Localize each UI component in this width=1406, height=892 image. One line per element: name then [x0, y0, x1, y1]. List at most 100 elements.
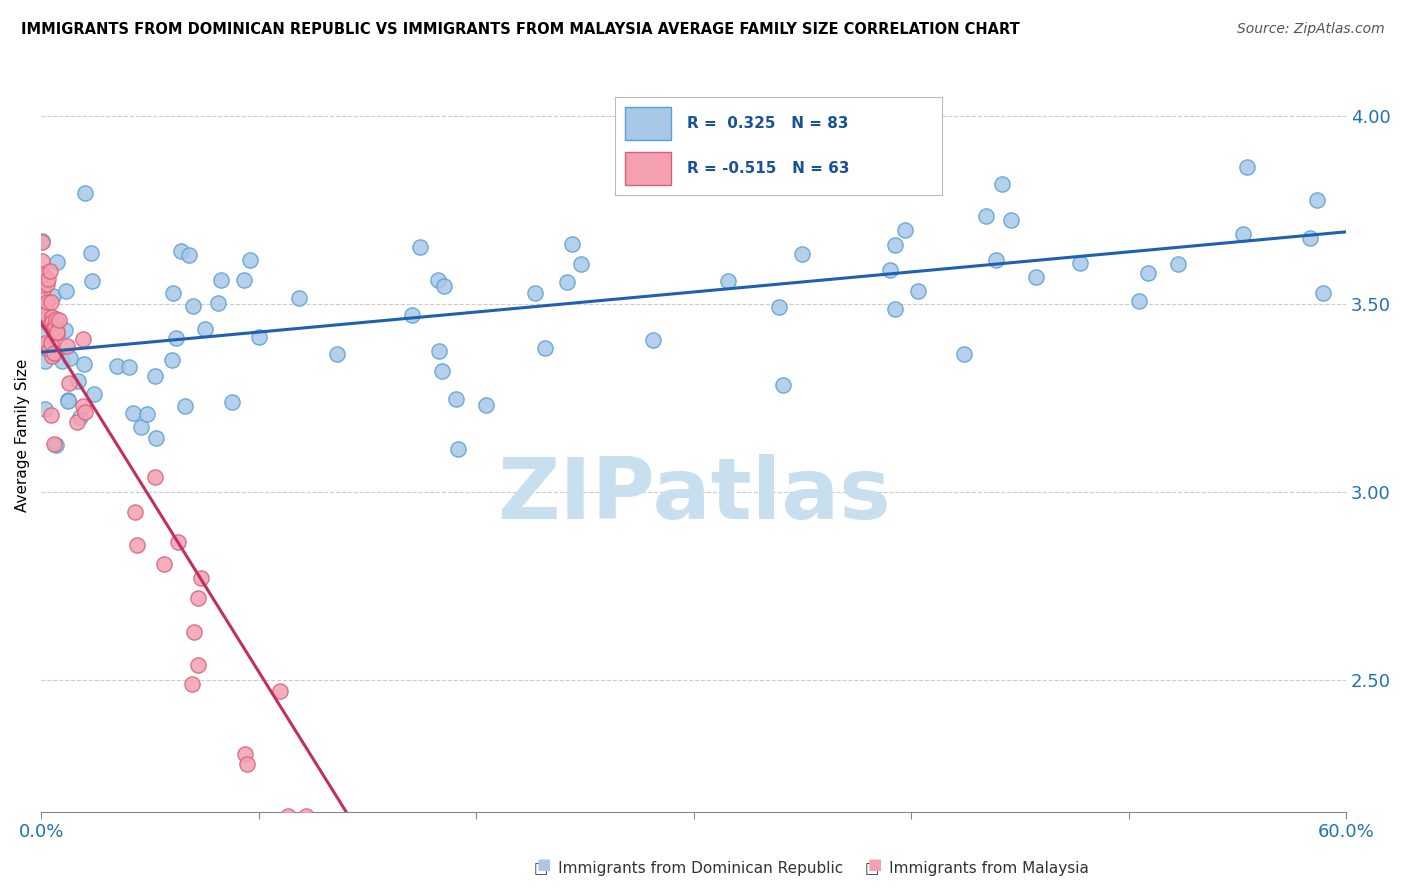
Point	[894, 222, 917, 236]
Point	[349, 823, 371, 838]
Point	[38, 264, 60, 278]
Point	[879, 262, 901, 277]
Point	[34, 304, 56, 318]
Point	[35, 294, 58, 309]
Point	[523, 286, 546, 301]
Point	[641, 333, 664, 347]
Point	[1136, 266, 1159, 280]
Point	[181, 677, 204, 691]
Text: ZIPatlas: ZIPatlas	[496, 454, 890, 537]
Point	[153, 557, 176, 571]
Point	[1025, 270, 1047, 285]
Point	[167, 534, 190, 549]
Point	[143, 368, 166, 383]
Point	[41, 315, 63, 329]
Point	[1232, 227, 1254, 241]
Point	[768, 301, 790, 315]
Point	[717, 274, 740, 288]
Point	[72, 332, 94, 346]
Point	[183, 299, 205, 313]
Point	[72, 357, 94, 371]
Text: Source: ZipAtlas.com: Source: ZipAtlas.com	[1237, 22, 1385, 37]
Point	[34, 337, 56, 351]
Point	[1306, 193, 1329, 207]
Text: ■: ■	[868, 857, 882, 872]
Point	[907, 285, 929, 299]
Point	[105, 359, 128, 373]
Point	[37, 272, 59, 286]
Point	[165, 331, 187, 345]
Point	[555, 275, 578, 289]
Point	[295, 809, 318, 823]
Y-axis label: Average Family Size: Average Family Size	[15, 359, 30, 512]
Point	[79, 246, 101, 260]
Point	[41, 289, 63, 303]
Point	[326, 346, 349, 360]
Point	[427, 344, 450, 359]
Point	[135, 407, 157, 421]
Point	[69, 409, 91, 424]
Point	[187, 658, 209, 673]
Point	[209, 273, 232, 287]
Point	[160, 353, 183, 368]
Point	[177, 248, 200, 262]
Point	[433, 279, 456, 293]
Point	[170, 244, 193, 258]
Point	[447, 442, 470, 456]
Point	[83, 387, 105, 401]
Point	[1312, 285, 1334, 300]
Point	[34, 335, 56, 350]
Point	[357, 823, 380, 838]
Point	[835, 149, 858, 163]
Point	[45, 438, 67, 452]
Point	[440, 823, 463, 838]
Point	[984, 252, 1007, 267]
Point	[39, 408, 62, 422]
Point	[67, 374, 90, 388]
Point	[190, 571, 212, 585]
Point	[221, 395, 243, 409]
Point	[45, 326, 67, 340]
Point	[56, 339, 79, 353]
Point	[1069, 256, 1091, 270]
Point	[401, 308, 423, 322]
Point	[31, 283, 53, 297]
Point	[58, 392, 80, 407]
Text: ■: ■	[537, 857, 551, 872]
Point	[38, 343, 60, 358]
Point	[32, 267, 55, 281]
Point	[31, 278, 53, 293]
Point	[46, 326, 69, 340]
Point	[1299, 231, 1322, 245]
Point	[41, 349, 63, 363]
Point	[73, 186, 96, 200]
Point	[45, 254, 67, 268]
Point	[39, 336, 62, 351]
Point	[31, 254, 53, 268]
Point	[31, 308, 53, 322]
Point	[34, 313, 56, 327]
Text: IMMIGRANTS FROM DOMINICAN REPUBLIC VS IMMIGRANTS FROM MALAYSIA AVERAGE FAMILY SI: IMMIGRANTS FROM DOMINICAN REPUBLIC VS IM…	[21, 22, 1019, 37]
Point	[1236, 160, 1258, 174]
Point	[58, 376, 80, 391]
Point	[162, 285, 184, 300]
Point	[53, 323, 76, 337]
Text: □  Immigrants from Malaysia: □ Immigrants from Malaysia	[865, 861, 1088, 876]
Point	[884, 301, 907, 316]
Point	[277, 809, 299, 823]
Point	[122, 406, 145, 420]
Point	[80, 274, 103, 288]
Point	[194, 322, 217, 336]
Point	[39, 317, 62, 331]
Point	[263, 823, 285, 838]
Point	[31, 303, 53, 318]
Point	[409, 240, 432, 254]
Point	[352, 823, 374, 838]
Point	[790, 247, 813, 261]
Point	[31, 235, 53, 249]
Point	[34, 299, 56, 313]
Point	[34, 353, 56, 368]
Point	[145, 430, 167, 444]
Point	[232, 273, 254, 287]
Point	[974, 210, 997, 224]
